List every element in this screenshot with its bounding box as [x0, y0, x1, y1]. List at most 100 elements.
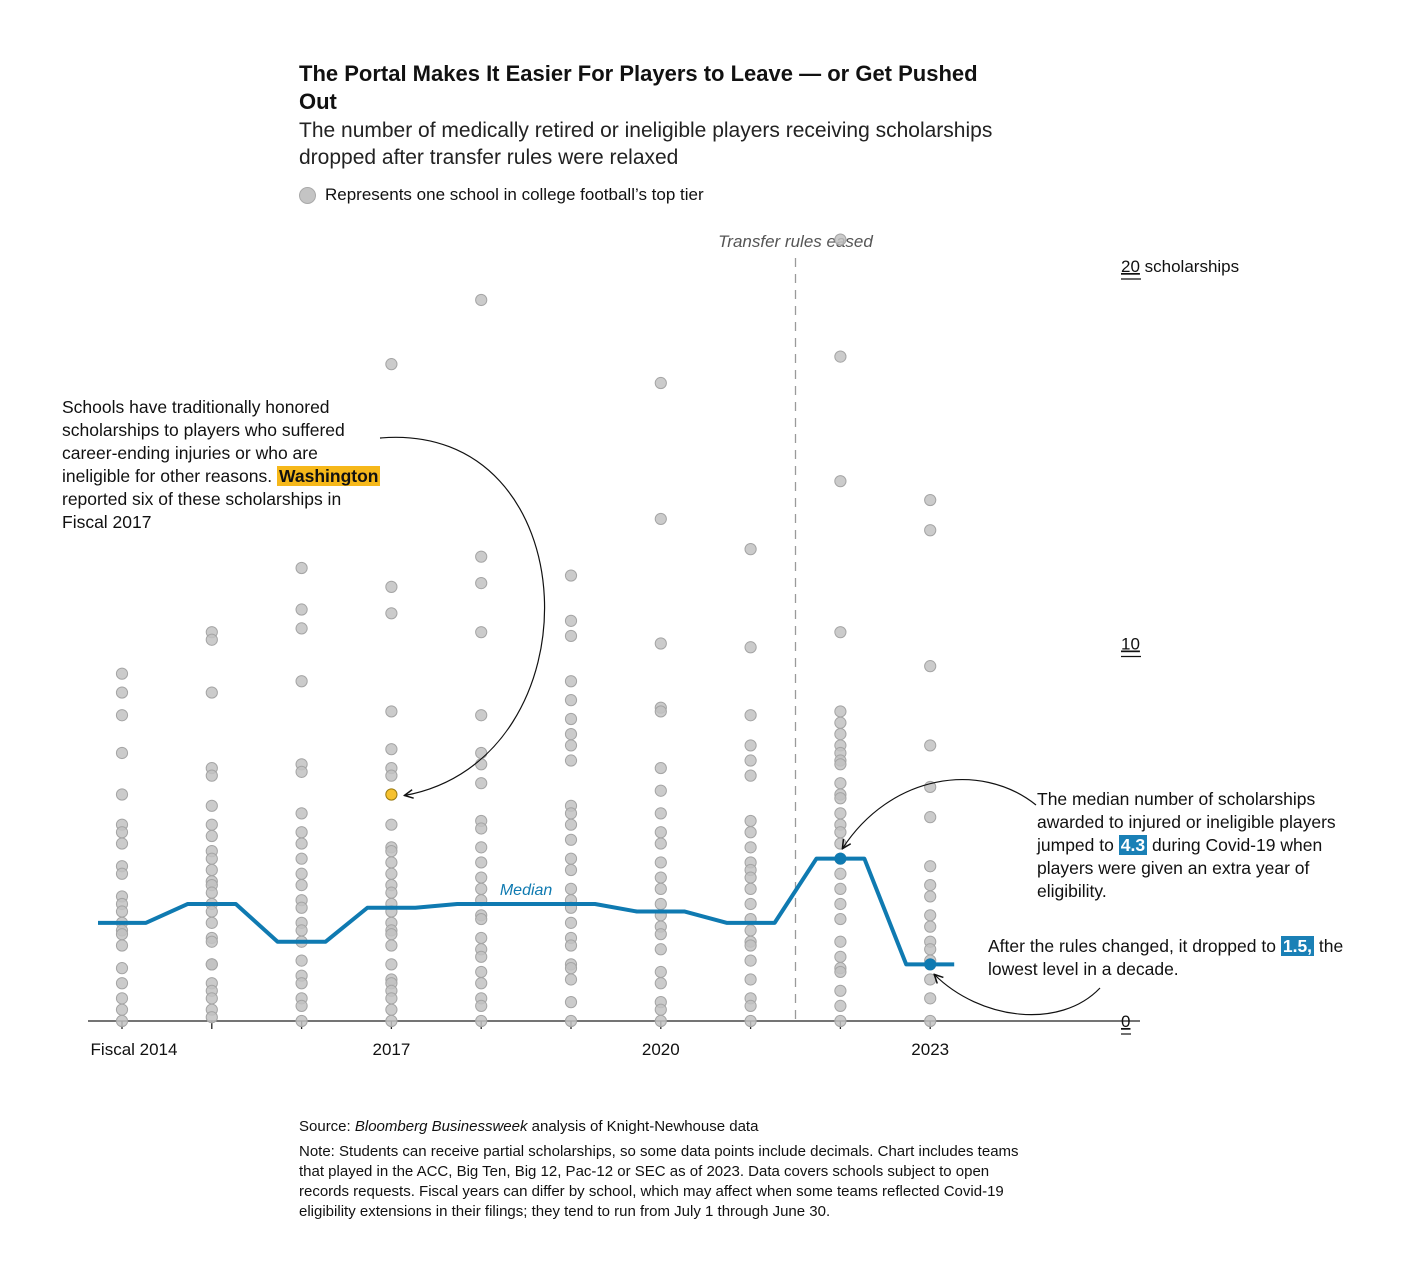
- school-dot-2022-0: [834, 233, 847, 246]
- school-dot-2018-12: [475, 871, 488, 884]
- school-dot-2015-7: [205, 829, 218, 843]
- school-dot-2018-16: [475, 912, 488, 926]
- school-dot-2022-6: [834, 728, 847, 741]
- school-dot-2016-2: [295, 622, 308, 635]
- school-dot-2019-4: [564, 694, 578, 707]
- school-dot-2018-9: [475, 822, 488, 835]
- arrow-median: [842, 779, 1037, 849]
- school-dot-2022-26: [834, 965, 847, 979]
- source-suffix: analysis of Knight-Newhouse data: [527, 1118, 759, 1135]
- school-dot-2020-19: [654, 977, 667, 990]
- school-dot-2015-6: [205, 818, 218, 831]
- y-tick-label-0: 0: [1121, 1012, 1130, 1031]
- school-dot-2014-2: [115, 709, 129, 722]
- school-dot-2015-20: [205, 958, 218, 971]
- legend-dot-icon: [299, 186, 316, 204]
- school-dot-2018-13: [475, 882, 488, 895]
- school-dot-2021-17: [744, 939, 757, 952]
- school-dot-2022-10: [834, 758, 847, 771]
- school-dot-2022-17: [834, 837, 847, 850]
- school-dot-2017-10: [385, 856, 398, 869]
- school-dot-2023-15: [924, 973, 937, 986]
- school-dot-2017-26: [385, 1014, 398, 1028]
- annotation-drop-text-end: the lowest level in a decade.: [988, 936, 1344, 979]
- annotation-drop-text: After the rules changed, it dropped to: [988, 936, 1276, 956]
- school-dot-2015-15: [205, 905, 218, 918]
- washington-highlight-dot: [385, 788, 398, 801]
- school-dot-2019-25: [564, 1014, 578, 1028]
- school-dot-2016-9: [295, 852, 308, 865]
- school-dot-2022-14: [834, 807, 847, 820]
- school-dot-2018-10: [475, 841, 488, 854]
- school-dot-2016-5: [295, 765, 308, 778]
- school-dot-2019-18: [564, 916, 578, 929]
- school-dot-2016-0: [295, 561, 308, 575]
- school-dot-2022-4: [834, 705, 847, 718]
- school-dot-2020-11: [654, 871, 667, 884]
- school-dot-2021-5: [744, 769, 757, 782]
- school-dot-2015-5: [205, 799, 218, 812]
- school-dot-2017-0: [385, 358, 398, 371]
- legend: Represents one school in college footbal…: [299, 185, 704, 205]
- school-dot-2014-0: [115, 667, 129, 680]
- source-line: Source: Bloomberg Businessweek analysis …: [299, 1117, 1059, 1137]
- median-line: [98, 856, 955, 967]
- school-dot-2016-8: [295, 837, 308, 850]
- school-dot-2017-11: [385, 867, 398, 880]
- school-dot-2023-7: [924, 879, 937, 892]
- school-dot-2017-6: [385, 769, 398, 782]
- school-dot-2014-16: [115, 939, 129, 952]
- school-dot-2021-4: [744, 754, 757, 767]
- school-dot-2016-1: [295, 603, 308, 616]
- school-dot-2022-27: [834, 984, 847, 997]
- school-dot-2021-6: [744, 814, 757, 828]
- school-dot-2021-3: [744, 739, 757, 752]
- school-dot-2014-3: [115, 746, 129, 760]
- note-text: Note: Students can receive partial schol…: [299, 1143, 1019, 1220]
- chart-subtitle: The number of medically retired or ineli…: [299, 119, 993, 169]
- school-dot-2021-7: [744, 826, 757, 839]
- school-dot-2020-22: [654, 1014, 667, 1028]
- school-dot-2014-15: [115, 928, 129, 941]
- school-dot-2022-16: [834, 826, 847, 839]
- school-dot-2016-13: [295, 901, 308, 914]
- school-dot-2020-9: [654, 837, 667, 850]
- median-label: Median: [500, 882, 553, 899]
- school-dot-2017-18: [385, 928, 398, 941]
- school-dot-2022-22: [834, 912, 847, 926]
- school-dot-2022-19: [834, 867, 847, 880]
- school-dot-2022-11: [834, 777, 847, 790]
- school-dot-2018-24: [475, 1014, 488, 1028]
- school-dot-2018-21: [475, 977, 488, 990]
- school-dot-2021-19: [744, 973, 757, 986]
- school-dot-2019-5: [564, 712, 578, 726]
- school-dot-2021-15: [744, 924, 757, 937]
- school-dot-2014-18: [115, 977, 129, 990]
- school-dot-2020-5: [654, 761, 667, 775]
- school-dot-2020-0: [654, 376, 667, 390]
- school-dot-2022-2: [834, 475, 847, 488]
- school-dot-2023-10: [924, 920, 937, 933]
- school-dot-2019-7: [564, 739, 578, 752]
- school-dot-2022-1: [834, 350, 847, 363]
- school-dot-2016-3: [295, 675, 308, 688]
- school-dot-2017-25: [385, 1003, 398, 1016]
- school-dot-2015-1: [205, 633, 218, 646]
- school-dot-2018-23: [475, 999, 488, 1013]
- school-dot-2014-12: [115, 905, 129, 918]
- school-dot-2021-21: [744, 999, 757, 1013]
- school-dot-2019-24: [564, 996, 578, 1009]
- school-dot-2021-2: [744, 709, 757, 722]
- school-dot-2016-6: [295, 807, 308, 820]
- school-dot-2015-25: [205, 1011, 218, 1024]
- school-dot-2014-17: [115, 962, 129, 975]
- annotation-washington-text: Schools have traditionally honored schol…: [62, 397, 345, 486]
- school-dot-2014-21: [115, 1014, 129, 1028]
- school-dot-2022-21: [834, 897, 847, 911]
- school-dot-2020-7: [654, 807, 667, 820]
- school-dot-2016-22: [295, 1014, 308, 1028]
- school-dot-2015-9: [205, 852, 218, 865]
- school-dot-2019-20: [564, 939, 578, 952]
- school-dot-2022-24: [834, 950, 847, 963]
- school-dot-2016-10: [295, 867, 308, 880]
